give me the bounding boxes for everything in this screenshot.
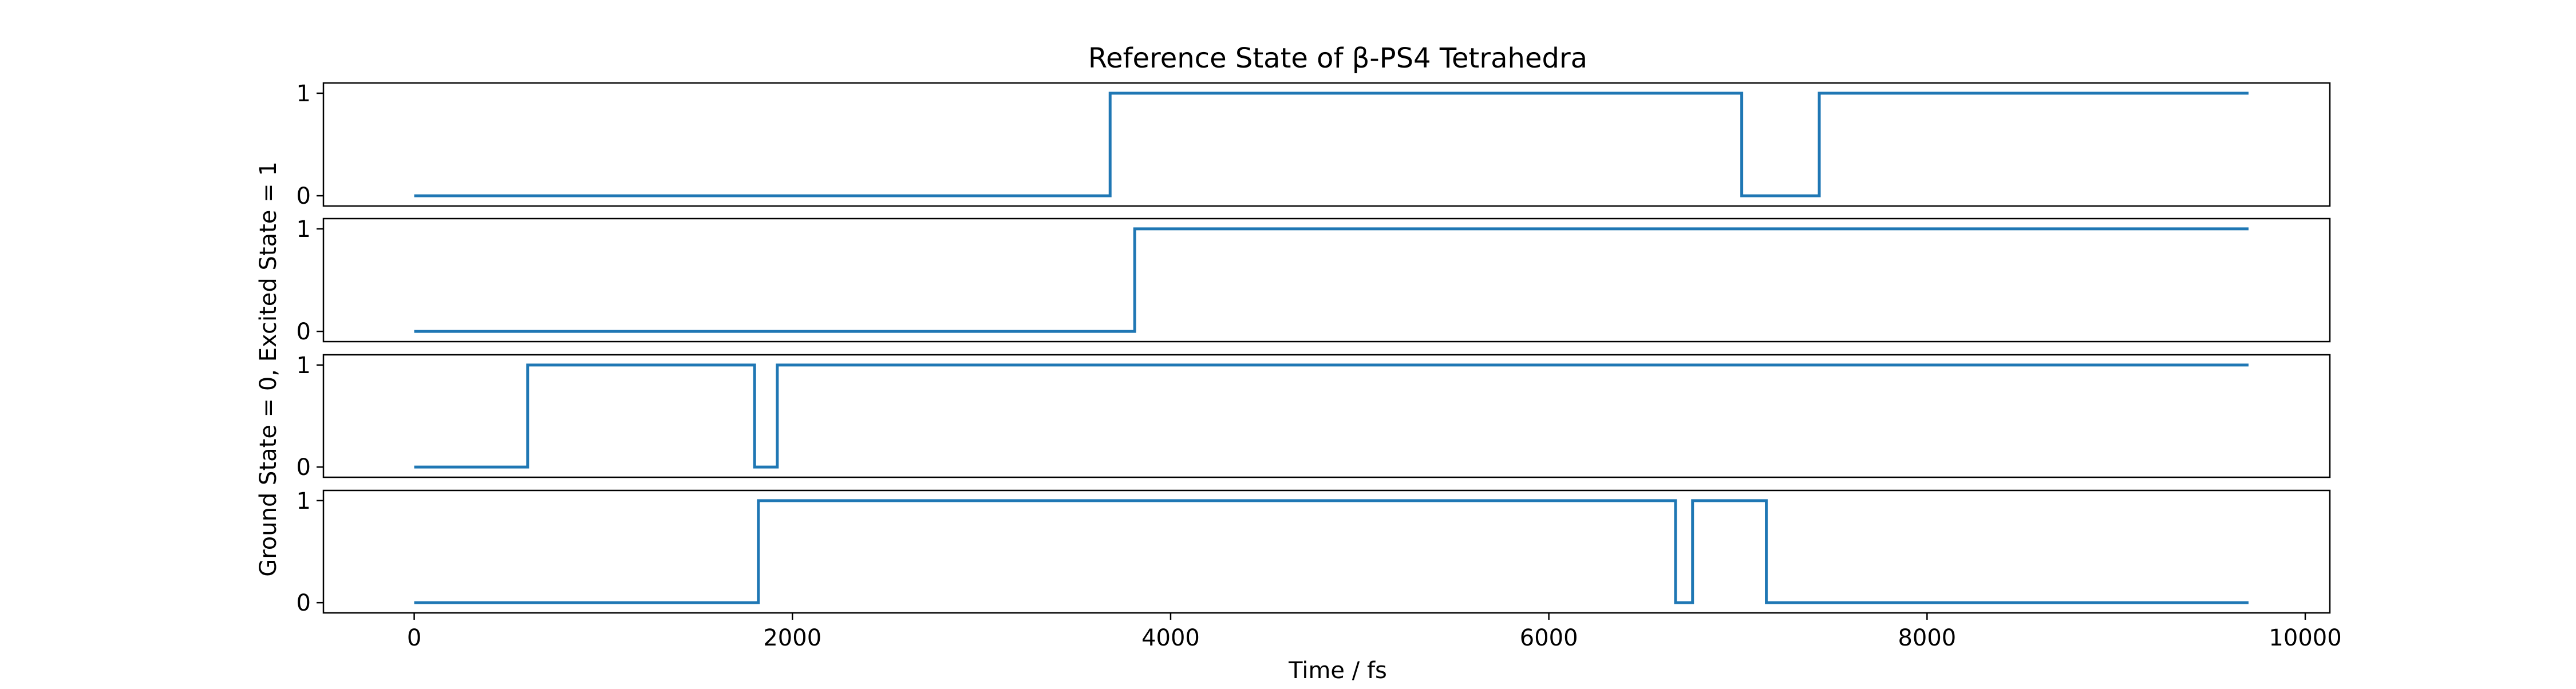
y-tick-label: 0 xyxy=(297,590,311,616)
panel-3: 01 xyxy=(297,353,2331,481)
x-tick-label: 0 xyxy=(407,625,421,651)
x-tick-label: 2000 xyxy=(763,625,821,651)
y-tick-label: 0 xyxy=(297,183,311,209)
series-line xyxy=(414,499,2249,604)
x-tick-label: 6000 xyxy=(1520,625,1578,651)
y-tick-label: 0 xyxy=(297,454,311,481)
y-axis-label: Ground State = 0, Excited State = 1 xyxy=(255,161,282,577)
series-line xyxy=(414,227,2249,333)
y-tick-label: 1 xyxy=(297,353,311,379)
y-tick-label: 1 xyxy=(297,81,311,107)
x-tick-label: 8000 xyxy=(1898,625,1956,651)
y-tick-label: 0 xyxy=(297,319,311,345)
axes-frame xyxy=(322,217,2331,343)
axes-frame xyxy=(322,489,2331,614)
panel-2: 01 xyxy=(297,216,2331,345)
series-line xyxy=(414,363,2249,469)
axes-frame xyxy=(322,354,2331,478)
axes-frame xyxy=(322,82,2331,207)
y-tick-label: 1 xyxy=(297,216,311,243)
x-tick-label: 4000 xyxy=(1141,625,1200,651)
y-tick-label: 1 xyxy=(297,488,311,514)
series-line xyxy=(414,92,2249,197)
panel-1: 01 xyxy=(297,81,2331,209)
x-tick-label: 10000 xyxy=(2269,625,2341,651)
chart-title: Reference State of β-PS4 Tetrahedra xyxy=(1088,42,1587,74)
x-axis-label: Time / fs xyxy=(1288,658,1387,684)
panel-4: 0 1 0 2000 4000 6000 8000 10000 xyxy=(297,488,2342,651)
